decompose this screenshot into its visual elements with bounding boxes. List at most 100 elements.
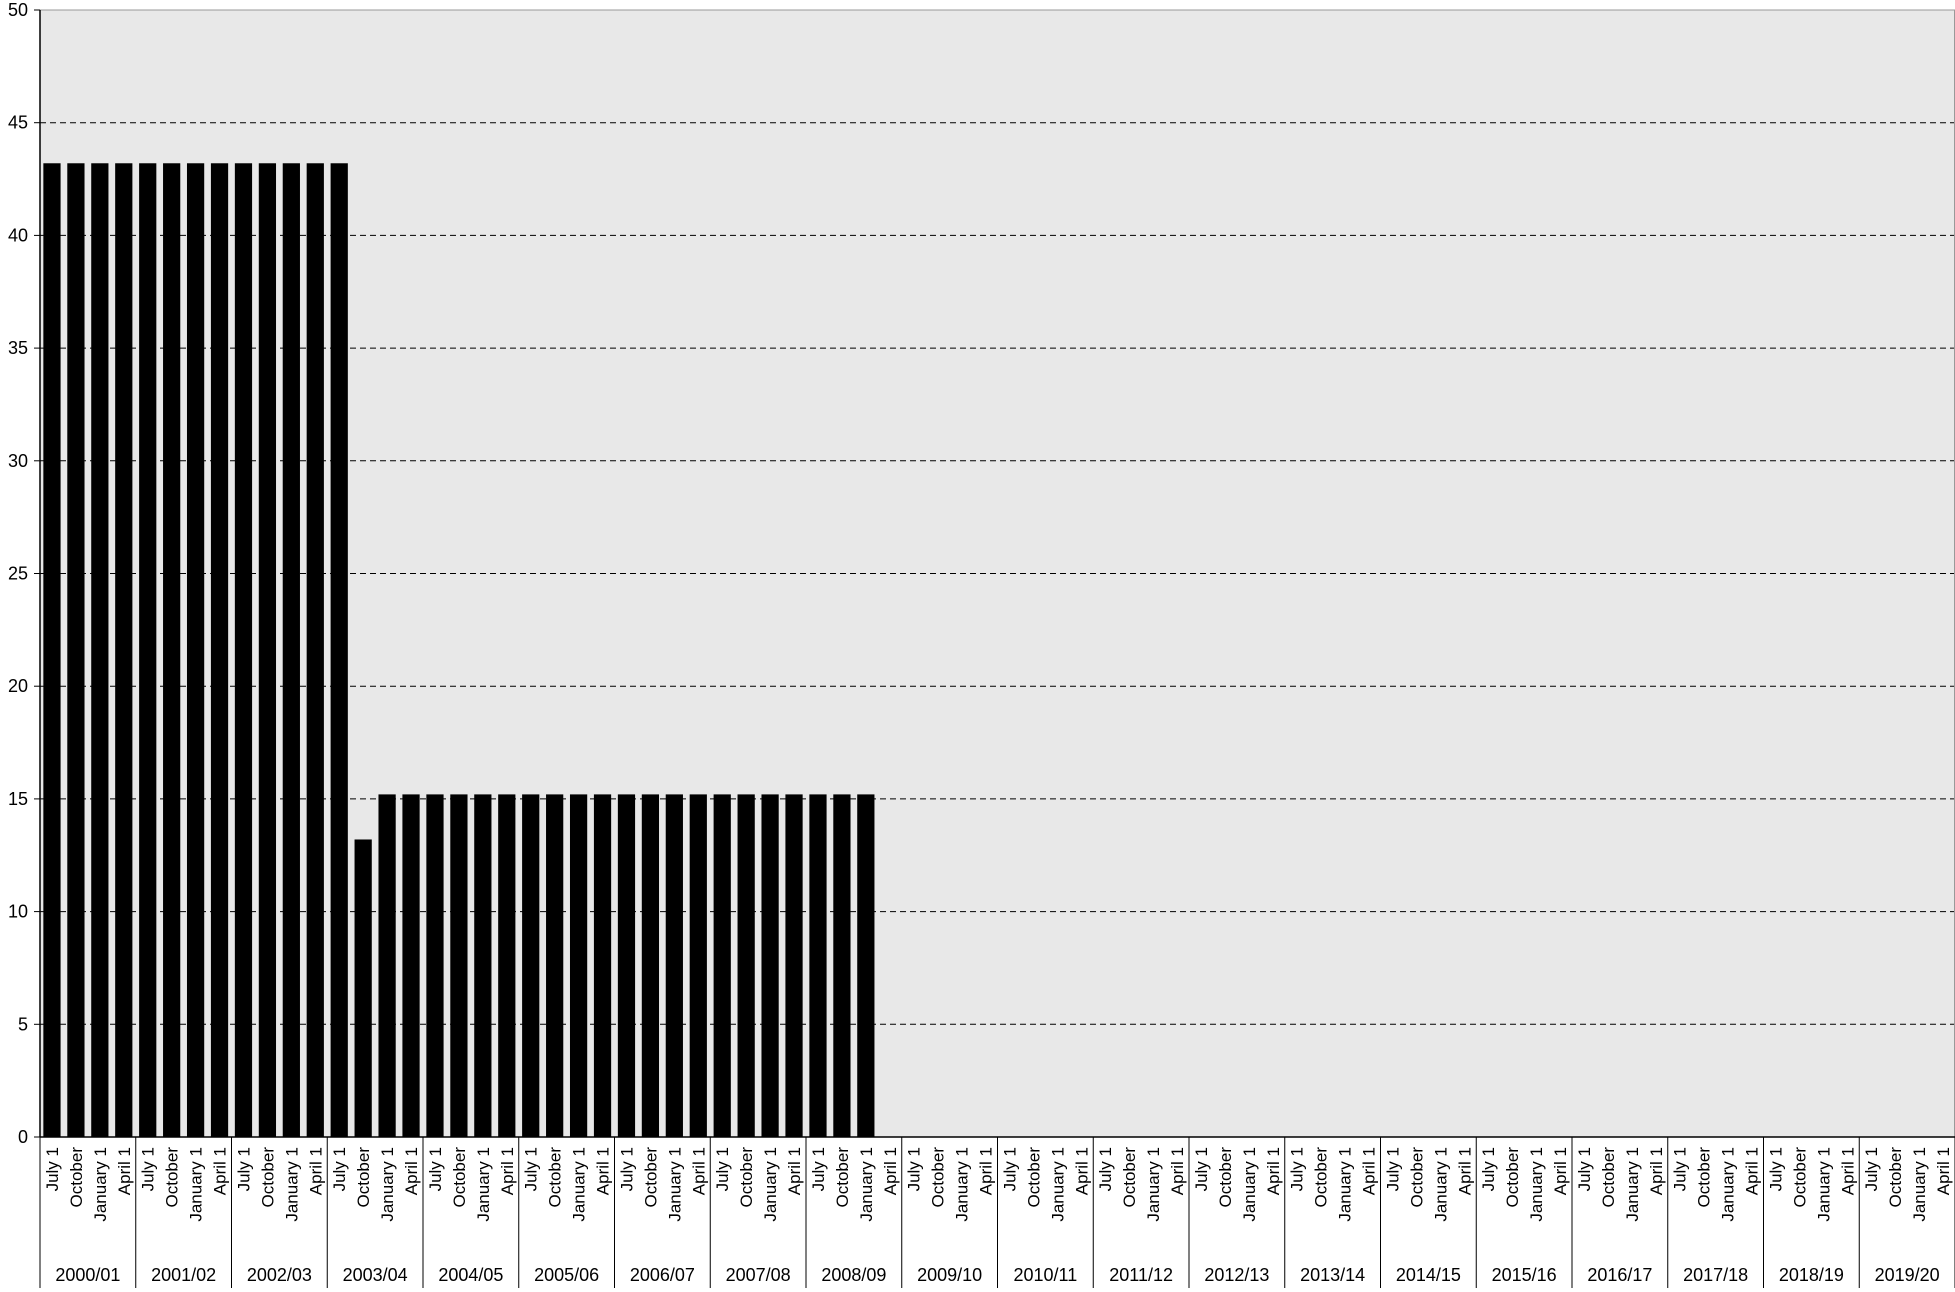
x-tick-label-quarter: January 1: [1719, 1147, 1738, 1222]
x-tick-label-quarter: July 1: [1288, 1147, 1307, 1191]
y-tick-label: 30: [8, 451, 28, 471]
y-tick-label: 35: [8, 338, 28, 358]
y-tick-label: 10: [8, 902, 28, 922]
bar: [617, 794, 636, 1137]
bar: [43, 163, 61, 1138]
bar: [163, 163, 181, 1138]
x-tick-label-quarter: April 1: [115, 1147, 134, 1195]
x-tick-label-quarter: April 1: [1743, 1147, 1762, 1195]
x-tick-label-quarter: April 1: [498, 1147, 517, 1195]
x-tick-label-year: 2009/10: [917, 1265, 982, 1285]
x-tick-label-quarter: April 1: [1838, 1147, 1857, 1195]
bar: [857, 794, 875, 1137]
bar: [665, 794, 683, 1137]
bar: [593, 794, 612, 1137]
x-tick-label-quarter: July 1: [330, 1147, 349, 1191]
x-tick-label-quarter: October: [450, 1147, 469, 1208]
x-tick-label-quarter: July 1: [1671, 1147, 1690, 1191]
x-tick-label-year: 2013/14: [1300, 1265, 1365, 1285]
x-tick-label-year: 2011/12: [1109, 1265, 1173, 1285]
x-tick-label-quarter: July 1: [809, 1147, 828, 1191]
x-tick-label-quarter: April 1: [1647, 1147, 1666, 1195]
x-tick-label-quarter: January 1: [1910, 1147, 1929, 1222]
x-tick-label-quarter: January 1: [1431, 1147, 1450, 1222]
x-tick-label-quarter: April 1: [1168, 1147, 1187, 1195]
x-tick-label-quarter: January 1: [857, 1147, 876, 1222]
x-tick-label-year: 2012/13: [1204, 1265, 1269, 1285]
y-tick-label: 40: [8, 225, 28, 245]
plot-background: [40, 10, 1955, 1137]
bar: [91, 163, 109, 1138]
x-tick-label-quarter: July 1: [43, 1147, 62, 1191]
x-tick-label-quarter: October: [737, 1147, 756, 1208]
x-tick-label-quarter: January 1: [1144, 1147, 1163, 1222]
bar: [354, 839, 372, 1137]
x-tick-label-quarter: January 1: [665, 1147, 684, 1222]
x-tick-label-quarter: January 1: [1048, 1147, 1067, 1222]
x-tick-label-quarter: October: [258, 1147, 277, 1208]
x-tick-label-quarter: July 1: [522, 1147, 541, 1191]
x-tick-label-quarter: July 1: [905, 1147, 924, 1191]
x-tick-label-quarter: July 1: [1192, 1147, 1211, 1191]
bar: [139, 163, 157, 1138]
x-tick-label-quarter: January 1: [570, 1147, 589, 1222]
x-tick-label-quarter: January 1: [1623, 1147, 1642, 1222]
bar: [474, 794, 492, 1137]
bar: [641, 794, 660, 1137]
bar: [258, 163, 277, 1138]
x-tick-label-quarter: April 1: [689, 1147, 708, 1195]
x-tick-label-quarter: October: [163, 1147, 182, 1208]
bars: [43, 163, 875, 1138]
x-tick-label-quarter: October: [1024, 1147, 1043, 1208]
bar: [378, 794, 396, 1137]
x-tick-label-quarter: April 1: [881, 1147, 900, 1195]
x-tick-label-year: 2003/04: [343, 1265, 408, 1285]
x-tick-label-quarter: October: [1312, 1147, 1331, 1208]
x-tick-label-quarter: January 1: [1240, 1147, 1259, 1222]
x-tick-label-year: 2004/05: [438, 1265, 503, 1285]
bar: [546, 794, 564, 1137]
x-tick-label-quarter: October: [1503, 1147, 1522, 1208]
x-tick-label-quarter: January 1: [378, 1147, 397, 1222]
x-tick-label-quarter: April 1: [1551, 1147, 1570, 1195]
x-tick-label-quarter: July 1: [1575, 1147, 1594, 1191]
x-tick-label-quarter: October: [641, 1147, 660, 1208]
x-tick-label-year: 2017/18: [1683, 1265, 1748, 1285]
y-tick-label: 50: [8, 0, 28, 20]
x-tick-label-quarter: October: [354, 1147, 373, 1208]
bar: [761, 794, 779, 1137]
x-tick-label-quarter: April 1: [1264, 1147, 1283, 1195]
bar: [689, 794, 707, 1137]
bar: [282, 163, 300, 1138]
x-tick-label-quarter: July 1: [1766, 1147, 1785, 1191]
x-tick-label-quarter: July 1: [234, 1147, 253, 1191]
x-tick-label-quarter: April 1: [306, 1147, 325, 1195]
bar: [330, 163, 348, 1138]
x-tick-label-quarter: July 1: [139, 1147, 158, 1191]
x-tick-label-quarter: October: [546, 1147, 565, 1208]
y-tick-label: 5: [18, 1014, 28, 1034]
y-tick-label: 20: [8, 676, 28, 696]
x-tick-label-quarter: July 1: [1862, 1147, 1881, 1191]
x-tick-label-quarter: January 1: [761, 1147, 780, 1222]
x-tick-label-year: 2005/06: [534, 1265, 599, 1285]
gridlines: [40, 122, 1955, 1025]
y-tick-label: 0: [18, 1127, 28, 1147]
x-tick-label-quarter: July 1: [426, 1147, 445, 1191]
x-tick-label-quarter: January 1: [187, 1147, 206, 1222]
x-tick-label-quarter: July 1: [1383, 1147, 1402, 1191]
bar: [809, 794, 827, 1137]
bar: [115, 163, 133, 1138]
x-tick-label-quarter: October: [1599, 1147, 1618, 1208]
x-tick-label-quarter: April 1: [1934, 1147, 1953, 1195]
bar: [737, 794, 755, 1137]
bar: [833, 794, 851, 1137]
x-tick-label-quarter: October: [1120, 1147, 1139, 1208]
x-tick-label-quarter: January 1: [474, 1147, 493, 1222]
x-tick-label-quarter: April 1: [211, 1147, 230, 1195]
y-tick-label: 45: [8, 113, 28, 133]
x-axis-ticks: July 1 October January 1 April 1 July 1 Octob…: [39, 1137, 1955, 1288]
x-tick-label-year: 2010/11: [1014, 1265, 1078, 1285]
x-tick-label-quarter: July 1: [1096, 1147, 1115, 1191]
